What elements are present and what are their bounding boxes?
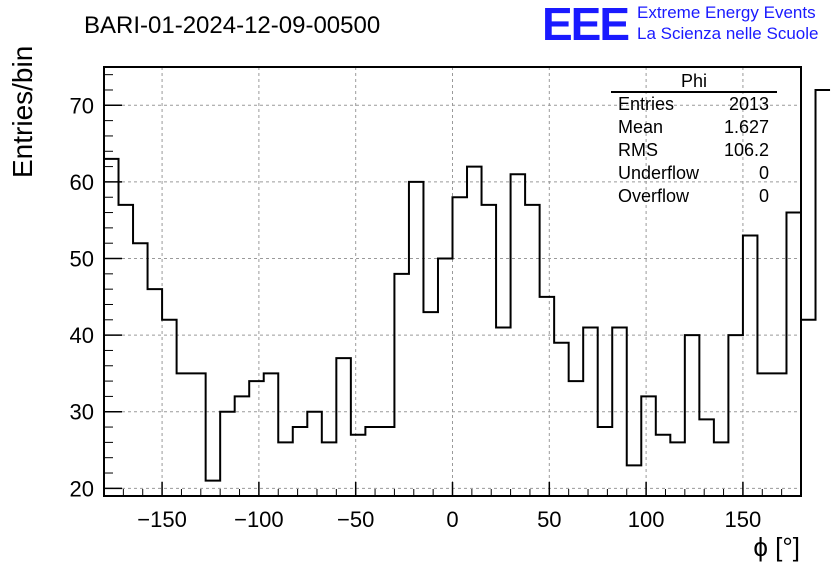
stats-value-overflow: 0 — [759, 186, 769, 206]
histogram-outline — [104, 88, 831, 482]
logo-line-2: La Scienza nelle Scuole — [637, 24, 818, 43]
plot-frame — [103, 66, 802, 497]
y-tick-label: 60 — [70, 170, 94, 195]
stats-label-mean: Mean — [618, 117, 663, 137]
x-tick-label: 100 — [628, 507, 665, 532]
stats-value-mean: 1.627 — [724, 117, 769, 137]
histogram-series — [104, 88, 831, 482]
axis-ticks — [104, 74, 783, 496]
stats-value-entries: 2013 — [729, 94, 769, 114]
logo-line-1: Extreme Energy Events — [637, 3, 816, 22]
stats-label-rms: RMS — [618, 140, 658, 160]
stats-value-rms: 106.2 — [724, 140, 769, 160]
y-tick-label: 40 — [70, 323, 94, 348]
axis-tick-labels: −150 −100 −50 0 50 100 150 20 30 40 50 60 70 — [70, 93, 762, 532]
stats-label-underflow: Underflow — [618, 163, 700, 183]
y-tick-label: 20 — [70, 476, 94, 501]
x-tick-label: 150 — [725, 507, 762, 532]
y-tick-label: 30 — [70, 400, 94, 425]
stats-label-entries: Entries — [618, 94, 674, 114]
x-tick-label: −150 — [137, 507, 187, 532]
y-axis-label: Entries/bin — [7, 46, 38, 178]
y-tick-label: 50 — [70, 247, 94, 272]
stats-label-overflow: Overflow — [618, 186, 690, 206]
grid — [104, 67, 801, 496]
run-title: BARI-01-2024-12-09-00500 — [84, 12, 380, 39]
x-tick-label: 50 — [537, 507, 561, 532]
x-tick-label: 0 — [446, 507, 458, 532]
statistics-box: Phi Entries 2013 Mean 1.627 RMS 106.2 Un… — [611, 71, 777, 206]
x-tick-label: −50 — [337, 507, 374, 532]
stats-title: Phi — [681, 71, 707, 91]
eee-logo: EEE — [542, 0, 628, 50]
y-tick-label: 70 — [70, 93, 94, 118]
x-axis-label: ϕ [°] — [753, 532, 800, 562]
stats-value-underflow: 0 — [759, 163, 769, 183]
x-tick-label: −100 — [234, 507, 284, 532]
